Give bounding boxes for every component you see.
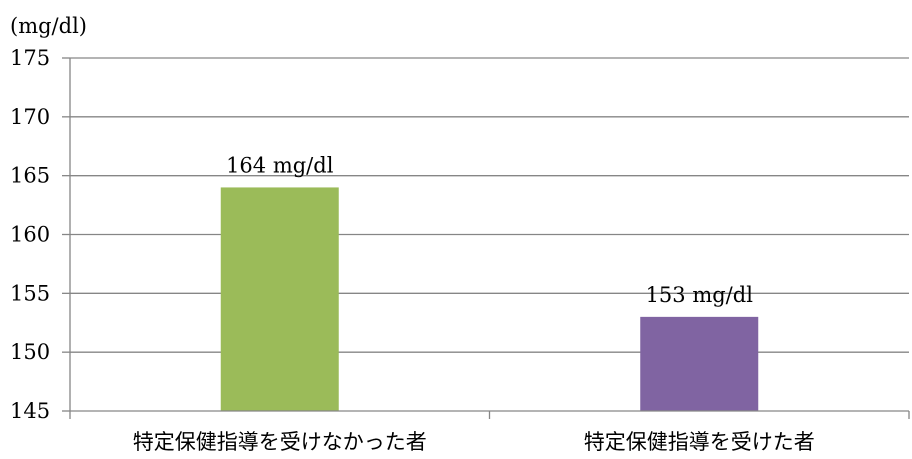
bars [220, 187, 759, 411]
bar-0 [220, 187, 339, 411]
y-tick-label-155: 155 [10, 281, 50, 305]
bar-1 [640, 316, 759, 411]
data-labels: 164 mg/dl 153 mg/dl [226, 153, 753, 306]
gridlines [70, 57, 909, 353]
y-tick-label-175: 175 [10, 46, 50, 70]
data-label-1: 153 mg/dl [646, 283, 754, 307]
y-tick-label-150: 150 [10, 340, 50, 364]
y-tick-label-170: 170 [10, 105, 50, 129]
y-tick-label-145: 145 [10, 399, 50, 423]
x-category-label-0: 特定保健指導を受けなかった者 [133, 430, 427, 454]
y-tick-label-165: 165 [10, 164, 50, 188]
y-axis-ticks: 145 150 155 160 165 170 175 [10, 46, 70, 423]
data-label-0: 164 mg/dl [226, 153, 334, 177]
y-axis-unit-label: (mg/dl) [10, 14, 87, 38]
y-tick-label-160: 160 [10, 223, 50, 247]
x-category-label-1: 特定保健指導を受けた者 [584, 430, 815, 454]
x-axis: 特定保健指導を受けなかった者 特定保健指導を受けた者 [69, 58, 910, 454]
